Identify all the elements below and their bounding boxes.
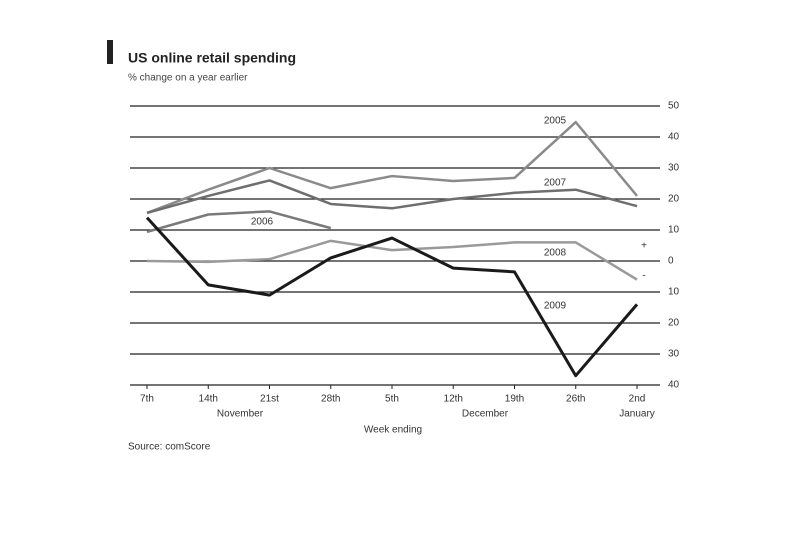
y-tick-label: 40 <box>668 380 680 391</box>
y-tick-label: 0 <box>668 256 674 267</box>
month-label: December <box>462 409 509 420</box>
x-tick-label: 21st <box>260 394 279 405</box>
series-label: 2005 <box>544 116 567 127</box>
x-tick-label: 5th <box>385 394 399 405</box>
x-tick-label: 2nd <box>629 394 646 405</box>
chart-title: US online retail spending <box>128 50 296 66</box>
month-label: November <box>217 409 264 420</box>
y-tick-label: 20 <box>668 318 680 329</box>
x-tick-label: 12th <box>444 394 463 405</box>
y-tick-label: 30 <box>668 349 680 360</box>
series-label: 2009 <box>544 301 567 312</box>
sign-label: + <box>641 241 647 252</box>
y-tick-label: 20 <box>668 194 680 205</box>
series-line <box>146 239 638 281</box>
x-tick-label: 26th <box>566 394 585 405</box>
series-line <box>145 216 639 378</box>
chart-subtitle: % change on a year earlier <box>128 73 248 84</box>
y-tick-label: 30 <box>668 163 680 174</box>
series-label: 2007 <box>544 178 567 189</box>
y-tick-label: 50 <box>668 101 680 112</box>
y-tick-label: 10 <box>668 287 680 298</box>
series-line <box>146 120 638 215</box>
series-label: 2008 <box>544 248 567 259</box>
x-tick-label: 19th <box>505 394 524 405</box>
x-tick-label: 7th <box>140 394 154 405</box>
x-tick-label: 14th <box>199 394 218 405</box>
title-marker <box>107 40 113 64</box>
x-axis-label: Week ending <box>364 425 422 436</box>
series-line <box>146 210 332 234</box>
series-line <box>146 179 638 215</box>
source: Source: comScore <box>128 442 211 453</box>
series-label: 2006 <box>251 217 274 228</box>
y-tick-label: 40 <box>668 132 680 143</box>
month-label: January <box>619 409 655 420</box>
x-tick-label: 28th <box>321 394 340 405</box>
y-tick-label: 10 <box>668 225 680 236</box>
sign-label: - <box>642 271 645 282</box>
